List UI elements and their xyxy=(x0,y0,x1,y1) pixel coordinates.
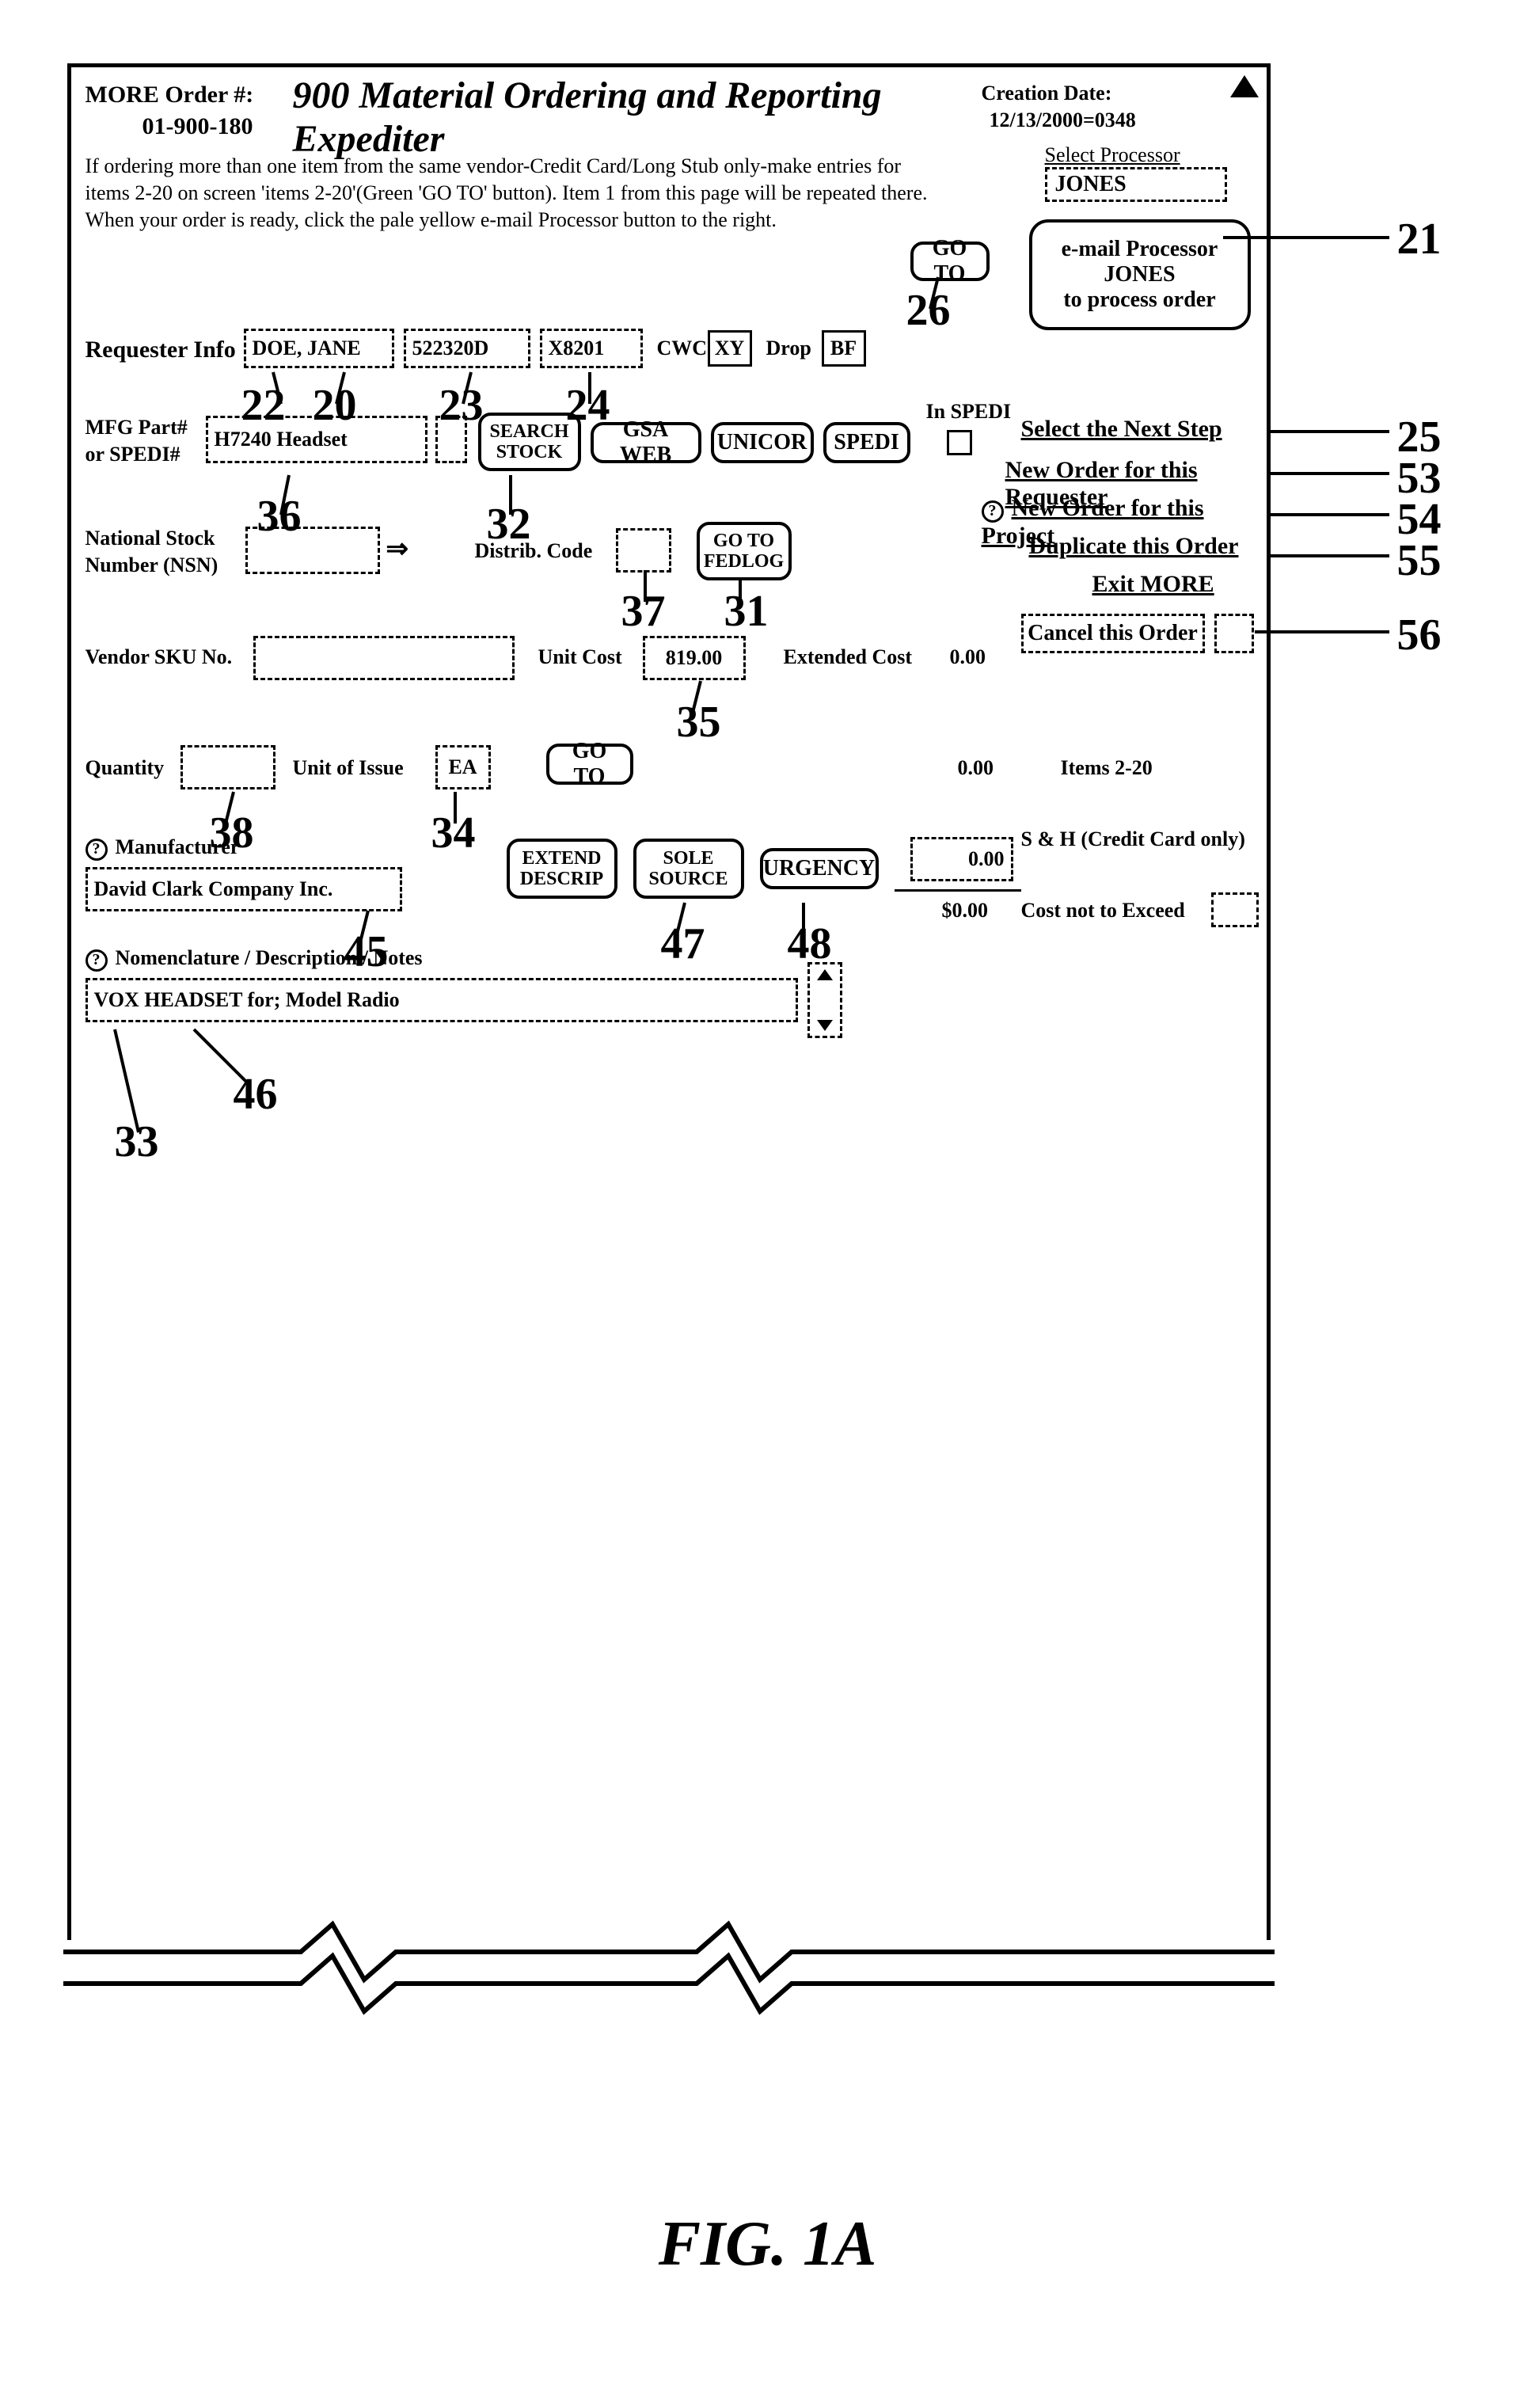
callout-37: 37 xyxy=(621,586,666,637)
in-spedi-label: In SPEDI xyxy=(926,400,1012,424)
email-processor-l2: JONES xyxy=(1104,262,1175,287)
creation-date-label: Creation Date: xyxy=(982,82,1112,105)
figure-label: FIG. 1A xyxy=(659,2208,877,2281)
callout-22: 22 xyxy=(241,380,286,431)
ext-cost-label: Extended Cost xyxy=(784,645,913,669)
items220-label: Items 2-20 xyxy=(1061,756,1153,780)
mfgpart-label-l2: or SPEDI# xyxy=(85,443,180,466)
cwc-input[interactable]: XY xyxy=(708,330,752,367)
spedi-button[interactable]: SPEDI xyxy=(823,422,910,463)
next-step-opt4[interactable]: Exit MORE xyxy=(1092,571,1214,598)
drop-label: Drop xyxy=(766,337,811,360)
cost-nte-input[interactable] xyxy=(1211,892,1259,927)
help-icon[interactable]: ? xyxy=(85,949,108,972)
cost-nte-label: Cost not to Exceed xyxy=(1021,899,1185,922)
qty-input[interactable] xyxy=(180,745,275,789)
unit-cost-input[interactable]: 819.00 xyxy=(643,636,746,680)
mfr-input[interactable]: David Clark Company Inc. xyxy=(85,867,402,911)
callout-20: 20 xyxy=(313,380,357,431)
nsn-label-l1: National Stock xyxy=(85,527,215,550)
requester-label: Requester Info xyxy=(85,337,236,363)
page-break-icon xyxy=(63,1948,1275,2019)
callout-46: 46 xyxy=(234,1069,278,1120)
goto-items-button[interactable]: GO TO xyxy=(910,242,990,281)
instructions-line: If ordering more than one item from the … xyxy=(85,154,902,178)
callout-31: 31 xyxy=(724,586,769,637)
qty-label: Quantity xyxy=(85,756,165,780)
callout-35: 35 xyxy=(677,697,721,748)
instructions-line: items 2-20 on screen 'items 2-20'(Green … xyxy=(85,181,928,205)
zero-value: 0.00 xyxy=(958,756,994,780)
instructions-line: When your order is ready, click the pale… xyxy=(85,208,777,232)
callout-24: 24 xyxy=(566,380,610,431)
unicor-button[interactable]: UNICOR xyxy=(711,422,814,463)
sh-input[interactable]: 0.00 xyxy=(910,837,1013,881)
cancel-order-aux[interactable] xyxy=(1214,614,1254,653)
callout-45: 45 xyxy=(344,926,389,977)
unit-cost-label: Unit Cost xyxy=(538,645,622,669)
arrow-right-icon: ⇒ xyxy=(386,533,409,565)
callout-36: 36 xyxy=(257,491,302,542)
requester-code1-input[interactable]: 522320D xyxy=(404,329,530,368)
email-processor-l3: to process order xyxy=(1063,287,1215,313)
next-step-opt3[interactable]: Duplicate this Order xyxy=(1029,533,1239,560)
callout-32: 32 xyxy=(487,499,531,550)
goto-button-qty[interactable]: GO TO xyxy=(546,744,633,785)
cancel-order-button[interactable]: Cancel this Order xyxy=(1021,614,1205,653)
uoi-input[interactable]: EA xyxy=(435,745,491,789)
callout-26: 26 xyxy=(906,285,951,336)
uoi-label: Unit of Issue xyxy=(293,756,404,780)
scroll-up-icon[interactable] xyxy=(817,969,833,980)
nsn-label-l2: Number (NSN) xyxy=(85,553,218,577)
app-window: MORE Order #: 01-900-180 900 Material Or… xyxy=(67,63,1271,1964)
scroll-up-icon[interactable] xyxy=(1230,75,1259,97)
sh-label: S & H (Credit Card only) xyxy=(1021,827,1259,851)
email-processor-l1: e-mail Processor xyxy=(1062,237,1218,262)
help-icon[interactable]: ? xyxy=(85,839,108,861)
order-number-value: 01-900-180 xyxy=(142,113,253,140)
total-value: $0.00 xyxy=(942,899,989,922)
email-processor-button[interactable]: e-mail Processor JONES to process order xyxy=(1029,219,1251,330)
callout-47: 47 xyxy=(661,919,705,969)
drop-input[interactable]: BF xyxy=(822,330,866,367)
callout-34: 34 xyxy=(431,808,476,858)
mfgpart-label-l1: MFG Part# xyxy=(85,416,188,439)
desc-scroll[interactable] xyxy=(807,962,842,1038)
page: MORE Order #: 01-900-180 900 Material Or… xyxy=(36,32,1500,2328)
scroll-down-icon[interactable] xyxy=(817,1020,833,1031)
order-number-label: MORE Order #: xyxy=(85,82,254,108)
in-spedi-checkbox[interactable] xyxy=(947,430,972,455)
creation-date-value: 12/13/2000=0348 xyxy=(990,108,1136,132)
goto-fedlog-button[interactable]: GO TO FEDLOG xyxy=(697,522,792,580)
vendor-sku-label: Vendor SKU No. xyxy=(85,645,233,669)
goto-fedlog-l1: GO TO xyxy=(713,531,774,551)
extend-descrip-button[interactable]: EXTEND DESCRIP xyxy=(507,839,617,899)
callout-23: 23 xyxy=(439,380,484,431)
sole-source-button[interactable]: SOLE SOURCE xyxy=(633,839,744,899)
urgency-button[interactable]: URGENCY xyxy=(760,848,879,889)
select-processor-label: Select Processor xyxy=(1045,143,1180,167)
callout-56: 56 xyxy=(1397,610,1442,660)
next-step-heading: Select the Next Step xyxy=(1021,416,1222,443)
processor-select[interactable]: JONES xyxy=(1045,167,1227,202)
callout-33: 33 xyxy=(115,1117,159,1167)
ext-cost-value: 0.00 xyxy=(950,645,986,669)
callout-48: 48 xyxy=(788,919,832,969)
help-icon[interactable]: ? xyxy=(982,500,1004,523)
cwc-label: CWC xyxy=(657,337,708,360)
app-title: 900 Material Ordering and Reporting Expe… xyxy=(293,74,990,161)
vendor-sku-input[interactable] xyxy=(253,636,515,680)
callout-38: 38 xyxy=(210,808,254,858)
callout-55: 55 xyxy=(1397,535,1442,586)
callout-21: 21 xyxy=(1397,214,1442,264)
total-rule xyxy=(895,889,1021,892)
desc-input[interactable]: VOX HEADSET for; Model Radio xyxy=(85,978,798,1022)
requester-code2-input[interactable]: X8201 xyxy=(540,329,643,368)
goto-fedlog-l2: FEDLOG xyxy=(704,551,784,572)
requester-name-input[interactable]: DOE, JANE xyxy=(244,329,394,368)
distrib-code-input[interactable] xyxy=(616,528,671,573)
